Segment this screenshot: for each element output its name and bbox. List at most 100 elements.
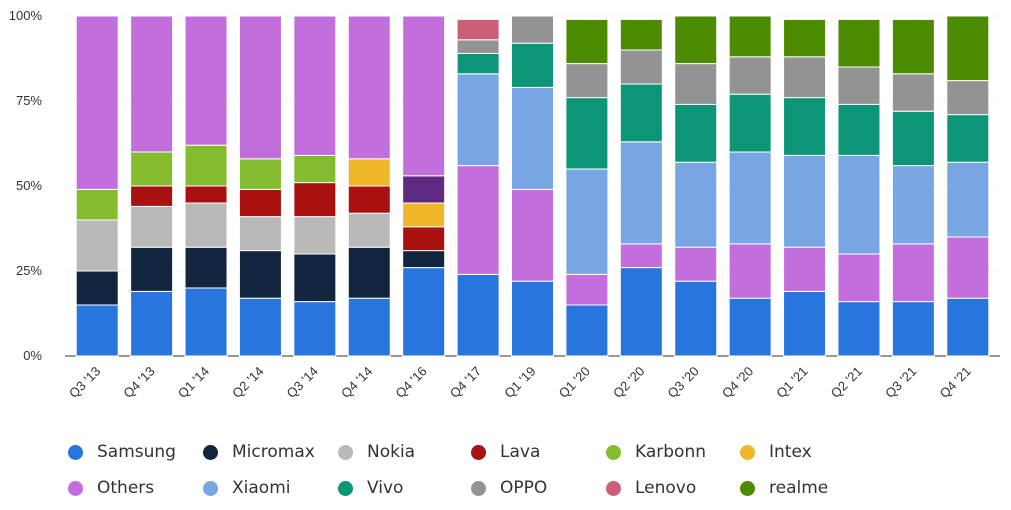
bar-segment-oppo-q1-21[interactable] — [783, 56, 827, 99]
bar-segment-others-q4-13[interactable] — [130, 15, 174, 153]
bar-segment-samsung-q3-21[interactable] — [891, 301, 935, 357]
bar-segment-samsung-q3-20[interactable] — [674, 280, 718, 357]
bar-segment-samsung-q1-20[interactable] — [565, 304, 609, 357]
bar-segment-lava-q1-14[interactable] — [184, 185, 228, 204]
bar-segment-vivo-q3-21[interactable] — [891, 110, 935, 167]
bar-segment-samsung-q1-14[interactable] — [184, 287, 228, 357]
legend-item-xiaomi[interactable]: Xiaomi — [203, 476, 290, 500]
legend-item-karbonn[interactable]: Karbonn — [606, 440, 706, 464]
bar-segment-xiaomi-q4-21[interactable] — [946, 161, 990, 238]
bar-segment-karbonn-q3-13[interactable] — [75, 188, 119, 221]
bar-segment-lenovo-q4-17[interactable] — [456, 18, 500, 41]
bar-segment-nokia-q3-14[interactable] — [293, 216, 337, 255]
legend-item-lenovo[interactable]: Lenovo — [606, 476, 696, 500]
bar-segment-vivo-q4-20[interactable] — [728, 93, 772, 153]
bar-segment-others-q4-20[interactable] — [728, 243, 772, 299]
bar-segment-karbonn-q2-14[interactable] — [238, 158, 282, 190]
legend-item-intex[interactable]: Intex — [740, 440, 812, 464]
bar-segment-vivo-q1-20[interactable] — [565, 97, 609, 170]
bar-segment-karbonn-q3-14[interactable] — [293, 154, 337, 184]
bar-segment-nokia-q4-14[interactable] — [347, 212, 391, 248]
bar-segment-realme-q2-21[interactable] — [837, 18, 881, 68]
legend-item-micromax[interactable]: Micromax — [203, 440, 315, 464]
bar-segment-vivo-q2-20[interactable] — [619, 83, 663, 143]
bar-segment-lava-q2-14[interactable] — [238, 188, 282, 218]
bar-segment-others-q1-14[interactable] — [184, 15, 228, 146]
bar-segment-samsung-q1-21[interactable] — [783, 290, 827, 357]
legend-item-lava[interactable]: Lava — [471, 440, 540, 464]
bar-segment-vivo-q4-17[interactable] — [456, 52, 500, 75]
bar-segment-nokia-q4-13[interactable] — [130, 205, 174, 248]
bar-segment-others-q3-13[interactable] — [75, 15, 119, 190]
bar-segment-intex-q4-14[interactable] — [347, 158, 391, 187]
bar-segment-nokia-q1-14[interactable] — [184, 202, 228, 248]
bar-segment-unlabeled-q4-16[interactable] — [402, 175, 446, 204]
bar-segment-samsung-q4-17[interactable] — [456, 273, 500, 357]
bar-segment-xiaomi-q1-21[interactable] — [783, 154, 827, 248]
bar-segment-lava-q4-13[interactable] — [130, 185, 174, 207]
bar-segment-micromax-q3-13[interactable] — [75, 270, 119, 306]
bar-segment-others-q1-20[interactable] — [565, 273, 609, 306]
bar-segment-samsung-q1-19[interactable] — [511, 280, 554, 357]
legend-item-realme[interactable]: realme — [740, 476, 828, 500]
bar-segment-oppo-q2-20[interactable] — [619, 49, 663, 85]
bar-segment-xiaomi-q1-20[interactable] — [565, 168, 609, 275]
bar-segment-karbonn-q1-14[interactable] — [184, 144, 228, 187]
bar-segment-unlabeled-q4-16[interactable] — [402, 15, 446, 177]
bar-segment-samsung-q4-16[interactable] — [402, 267, 446, 357]
bar-segment-oppo-q4-21[interactable] — [946, 80, 990, 116]
legend-item-oppo[interactable]: OPPO — [471, 476, 547, 500]
bar-segment-samsung-q2-21[interactable] — [837, 301, 881, 357]
bar-segment-samsung-q4-20[interactable] — [728, 297, 772, 357]
bar-segment-others-q4-21[interactable] — [946, 236, 990, 299]
bar-segment-xiaomi-q4-17[interactable] — [456, 73, 500, 167]
bar-segment-oppo-q4-17[interactable] — [456, 39, 500, 54]
bar-segment-samsung-q4-21[interactable] — [946, 297, 990, 357]
bar-segment-others-q2-14[interactable] — [238, 15, 282, 160]
bar-segment-others-q2-21[interactable] — [837, 253, 881, 303]
bar-segment-realme-q1-20[interactable] — [565, 18, 609, 65]
bar-segment-oppo-q3-20[interactable] — [674, 63, 718, 105]
bar-segment-lava-q4-16[interactable] — [402, 226, 446, 252]
bar-segment-micromax-q4-16[interactable] — [402, 250, 446, 269]
bar-segment-micromax-q1-14[interactable] — [184, 246, 228, 289]
bar-segment-samsung-q3-13[interactable] — [75, 304, 119, 357]
bar-segment-vivo-q1-21[interactable] — [783, 97, 827, 156]
bar-segment-realme-q4-21[interactable] — [946, 15, 990, 82]
bar-segment-others-q4-14[interactable] — [347, 15, 391, 160]
bar-segment-realme-q1-21[interactable] — [783, 18, 827, 58]
bar-segment-intex-q4-16[interactable] — [402, 202, 446, 228]
bar-segment-realme-q3-20[interactable] — [674, 15, 718, 65]
bar-segment-samsung-q4-13[interactable] — [130, 290, 174, 357]
legend-item-nokia[interactable]: Nokia — [338, 440, 415, 464]
bar-segment-xiaomi-q3-21[interactable] — [891, 165, 935, 245]
bar-segment-xiaomi-q3-20[interactable] — [674, 161, 718, 248]
bar-segment-xiaomi-q2-20[interactable] — [619, 141, 663, 245]
bar-segment-oppo-q1-20[interactable] — [565, 63, 609, 99]
bar-segment-others-q4-17[interactable] — [456, 165, 500, 275]
bar-segment-samsung-q3-14[interactable] — [293, 301, 337, 357]
bar-segment-samsung-q2-14[interactable] — [238, 297, 282, 357]
bar-segment-others-q3-21[interactable] — [891, 243, 935, 303]
bar-segment-micromax-q4-14[interactable] — [347, 246, 391, 299]
bar-segment-realme-q2-20[interactable] — [619, 18, 663, 51]
bar-segment-xiaomi-q1-19[interactable] — [511, 86, 554, 190]
bar-segment-samsung-q4-14[interactable] — [347, 297, 391, 357]
bar-segment-samsung-q2-20[interactable] — [619, 267, 663, 357]
bar-segment-xiaomi-q4-20[interactable] — [728, 151, 772, 245]
bar-segment-karbonn-q4-13[interactable] — [130, 151, 174, 187]
legend-item-vivo[interactable]: Vivo — [338, 476, 403, 500]
bar-segment-others-q3-20[interactable] — [674, 246, 718, 282]
bar-segment-others-q1-19[interactable] — [511, 188, 554, 282]
bar-segment-nokia-q3-13[interactable] — [75, 219, 119, 272]
bar-segment-vivo-q1-19[interactable] — [511, 42, 554, 88]
bar-segment-realme-q4-20[interactable] — [728, 15, 772, 58]
bar-segment-nokia-q2-14[interactable] — [238, 216, 282, 252]
bar-segment-micromax-q2-14[interactable] — [238, 250, 282, 299]
legend-item-others[interactable]: Others — [68, 476, 154, 500]
bar-segment-oppo-q2-21[interactable] — [837, 66, 881, 105]
legend-item-samsung[interactable]: Samsung — [68, 440, 176, 464]
bar-segment-realme-q3-21[interactable] — [891, 18, 935, 75]
bar-segment-oppo-q1-19[interactable] — [511, 15, 554, 44]
bar-segment-micromax-q3-14[interactable] — [293, 253, 337, 303]
